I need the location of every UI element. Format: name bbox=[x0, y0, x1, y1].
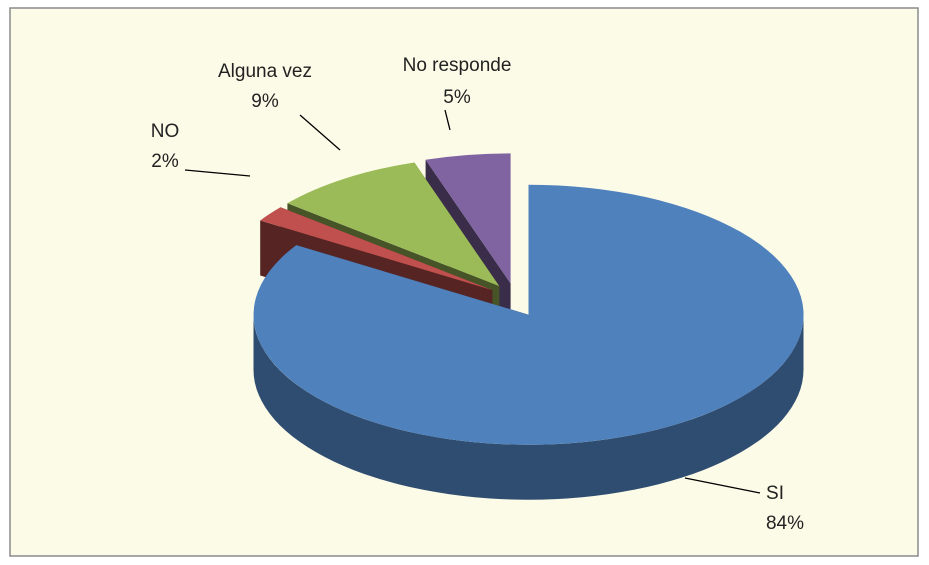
leader-line bbox=[299, 114, 341, 151]
pie bbox=[253, 153, 804, 500]
leader-line bbox=[184, 169, 251, 177]
slice-value-label: 5% bbox=[443, 87, 471, 108]
leader-line bbox=[444, 109, 451, 131]
slice-side bbox=[253, 314, 804, 500]
slice-value-label: 9% bbox=[251, 91, 279, 112]
leader-line bbox=[684, 477, 761, 494]
pie-slice bbox=[260, 207, 493, 291]
slice-label: Alguna vez bbox=[218, 61, 312, 82]
pie-slice bbox=[287, 162, 500, 287]
slice-label: NO bbox=[151, 121, 180, 142]
pie-slice bbox=[253, 184, 804, 445]
pie-slice bbox=[425, 153, 511, 284]
slice-value-label: 84% bbox=[766, 513, 804, 534]
leader-lines bbox=[184, 109, 761, 494]
slice-value-label: 2% bbox=[151, 151, 179, 172]
slice-label: SI bbox=[766, 483, 784, 504]
slice-label: No responde bbox=[403, 55, 512, 76]
